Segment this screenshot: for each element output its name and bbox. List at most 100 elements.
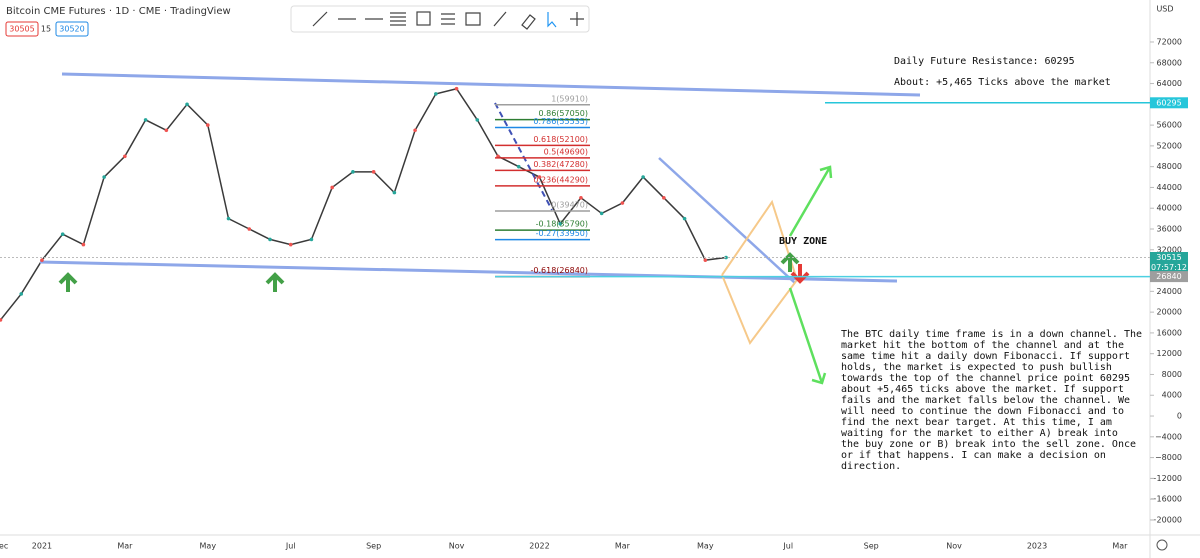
y-tick-label: 72000 — [1157, 37, 1182, 46]
ask-box[interactable] — [55, 21, 89, 37]
x-tick-label: Nov — [946, 542, 962, 551]
fib-label: 0(39470) — [551, 200, 588, 209]
price-point — [206, 123, 210, 127]
paragraph-line: towards the top of the channel price poi… — [841, 373, 1130, 384]
fib-path — [494, 102, 553, 211]
paragraph-line: or if that happens. I can make a decisio… — [841, 450, 1106, 461]
paragraph-line: direction. — [841, 461, 901, 472]
y-tick-label: 48000 — [1157, 162, 1182, 171]
x-tick-label: 2022 — [529, 542, 549, 551]
fib-tool[interactable] — [390, 12, 406, 26]
x-tick-label: Jul — [285, 542, 296, 551]
y-tick-label: 16000 — [1157, 328, 1182, 337]
bid-box[interactable] — [5, 21, 39, 37]
brush-tool[interactable] — [493, 11, 507, 27]
fib-label: -0.27(33950) — [536, 229, 588, 238]
price-point — [81, 242, 86, 247]
price-point — [454, 86, 459, 91]
bull-arrowhead — [819, 165, 833, 179]
y-tick-label: 8000 — [1162, 370, 1182, 379]
price-line — [0, 87, 727, 321]
y-tick-label: 24000 — [1157, 287, 1182, 296]
paragraph-line: holds, the market is expected to push bu… — [841, 362, 1112, 373]
fib-label: 0.236(44290) — [533, 175, 588, 184]
y-tick-label: 4000 — [1162, 391, 1182, 400]
price-point — [185, 102, 189, 107]
price-tag-label: 30515 — [1156, 253, 1181, 262]
y-tick-label: 36000 — [1157, 225, 1182, 234]
bull-path — [788, 166, 832, 237]
paragraph-line: fails and the market falls below the cha… — [841, 395, 1130, 406]
x-tick-label: Mar — [117, 542, 133, 551]
ask: 30520 — [59, 25, 84, 34]
price-tag-label: 26840 — [1156, 272, 1181, 281]
cursor-tool[interactable] — [547, 12, 557, 28]
fib-label: 0.382(47280) — [533, 160, 588, 169]
channel-top — [61, 72, 921, 97]
price-point — [309, 237, 314, 242]
x-tick-label: Nov — [449, 542, 465, 551]
fib-label: 0.618(52100) — [533, 135, 588, 144]
channel-tool[interactable] — [441, 13, 455, 25]
price-point — [641, 175, 645, 179]
y-tick-label: 52000 — [1157, 141, 1182, 150]
y-tick-label: −4000 — [1155, 432, 1182, 441]
fib-label: 0.5(49690) — [544, 147, 588, 156]
y-tick-label: −8000 — [1155, 453, 1182, 462]
y-tick-label: 32000 — [1157, 245, 1182, 254]
y-tick-label: 44000 — [1157, 183, 1182, 192]
price-tag — [1150, 271, 1188, 283]
y-tick-label: 0 — [1177, 412, 1182, 421]
price-point — [164, 128, 169, 133]
x-tick-label: Dec — [0, 542, 8, 551]
trend-line-tool[interactable] — [312, 11, 328, 27]
x-tick-label: Sep — [864, 542, 879, 551]
price-point — [40, 258, 44, 262]
y-tick-label: 12000 — [1157, 349, 1182, 358]
price-point — [371, 170, 376, 174]
price-point — [60, 232, 65, 236]
down-trendline — [658, 157, 796, 284]
y-tick-label: −20000 — [1150, 515, 1182, 524]
price-point — [392, 190, 397, 195]
price-tag — [1150, 251, 1188, 274]
paragraph-line: waiting for the market to either A) brea… — [841, 428, 1118, 439]
price-point — [516, 164, 521, 169]
price-point — [558, 222, 563, 226]
crosshair-tool[interactable] — [570, 12, 584, 26]
y-tick-label: −12000 — [1150, 474, 1182, 483]
price-point — [662, 196, 666, 200]
y-tick-label: 20000 — [1157, 308, 1182, 317]
settings-icon[interactable] — [1156, 539, 1168, 551]
drawing-toolbar — [290, 5, 590, 33]
price-point — [682, 216, 687, 221]
price-point — [351, 170, 355, 174]
y-tick-label: 40000 — [1157, 204, 1182, 213]
y-tick-label: −16000 — [1150, 495, 1182, 504]
fib-label: -0.18(35790) — [536, 220, 588, 229]
toolbar — [290, 5, 590, 33]
price-point — [413, 128, 417, 133]
currency: USD — [1156, 5, 1173, 14]
price-point — [226, 216, 231, 221]
fib-label: 0.786(55535) — [533, 117, 588, 126]
fib-label: 1(59910) — [551, 94, 588, 103]
y-tick-label: 64000 — [1157, 79, 1182, 88]
bear-path — [788, 287, 824, 384]
timer: 07:57:12 — [1151, 263, 1187, 272]
buy-arrow — [780, 252, 800, 272]
price-point — [579, 196, 583, 200]
symbol-title: Bitcoin CME Futures · 1D · CME · Trading… — [6, 6, 231, 17]
about-note: About: +5,465 Ticks above the market — [894, 77, 1111, 88]
rectangle-tool[interactable] — [416, 11, 431, 26]
x-tick-label: May — [697, 542, 714, 551]
price-point — [724, 255, 728, 260]
bid: 30505 — [9, 25, 34, 34]
eraser-tool[interactable] — [521, 14, 536, 30]
x-tick-label: Sep — [366, 542, 381, 551]
x-tick-label: Mar — [1112, 542, 1128, 551]
measure-tool[interactable] — [465, 12, 481, 26]
